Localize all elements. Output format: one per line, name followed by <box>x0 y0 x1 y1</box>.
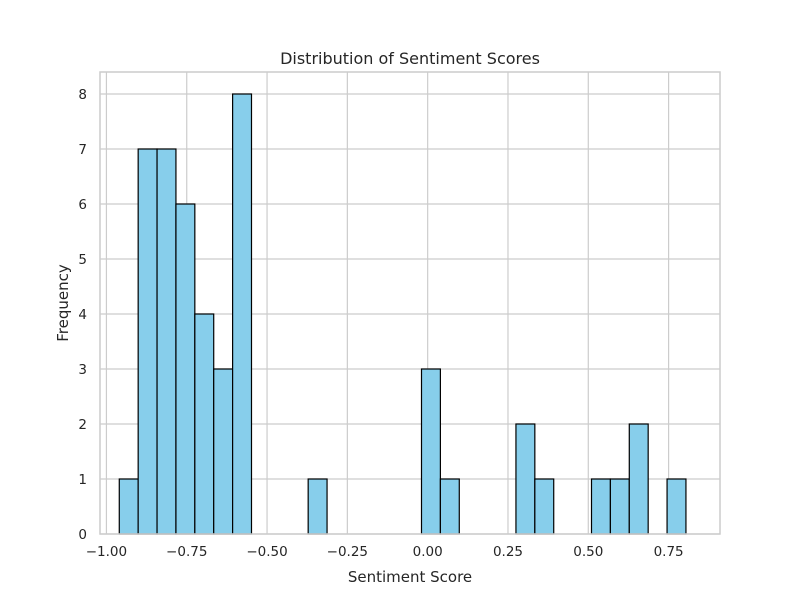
y-axis-label: Frequency <box>54 264 72 342</box>
y-axis-ticks: 0 1 2 3 4 5 6 7 8 <box>78 87 87 543</box>
histogram-bar <box>420 368 441 535</box>
plot-frame <box>99 71 721 535</box>
histogram-bar <box>628 423 649 535</box>
histogram-bar <box>137 148 158 535</box>
y-tick-label: 4 <box>78 307 87 323</box>
histogram-bar <box>666 478 687 535</box>
x-tick-label: 0.75 <box>654 544 684 560</box>
histogram-bar <box>156 148 177 535</box>
histogram-bar <box>515 423 536 535</box>
histogram-bar <box>609 478 630 535</box>
x-tick-label: −1.00 <box>86 544 127 560</box>
y-tick-label: 2 <box>78 417 87 433</box>
histogram-bar <box>439 478 460 535</box>
x-tick-label: −0.25 <box>327 544 368 560</box>
chart-title: Distribution of Sentiment Scores <box>280 49 540 68</box>
histogram-bar <box>307 478 328 535</box>
x-tick-label: −0.50 <box>246 544 287 560</box>
x-axis-label: Sentiment Score <box>348 568 472 586</box>
histogram-bar <box>194 313 215 535</box>
y-tick-label: 0 <box>78 527 87 543</box>
x-tick-label: 0.50 <box>573 544 603 560</box>
x-axis-ticks: −1.00 −0.75 −0.50 −0.25 0.00 0.25 0.50 0.75 <box>86 544 684 560</box>
x-tick-label: 0.00 <box>413 544 443 560</box>
x-tick-label: −0.75 <box>166 544 207 560</box>
y-tick-label: 8 <box>78 87 87 103</box>
y-tick-label: 7 <box>78 142 87 158</box>
y-tick-label: 1 <box>78 472 87 488</box>
y-tick-label: 3 <box>78 362 87 378</box>
histogram-bar <box>213 368 234 535</box>
y-tick-label: 5 <box>78 252 87 268</box>
histogram-bar <box>118 478 139 535</box>
x-tick-label: 0.25 <box>493 544 523 560</box>
histogram-bar <box>534 478 555 535</box>
histogram-bar <box>590 478 611 535</box>
histogram-bar <box>232 93 253 535</box>
histogram-bar <box>175 203 196 535</box>
y-tick-label: 6 <box>78 197 87 213</box>
